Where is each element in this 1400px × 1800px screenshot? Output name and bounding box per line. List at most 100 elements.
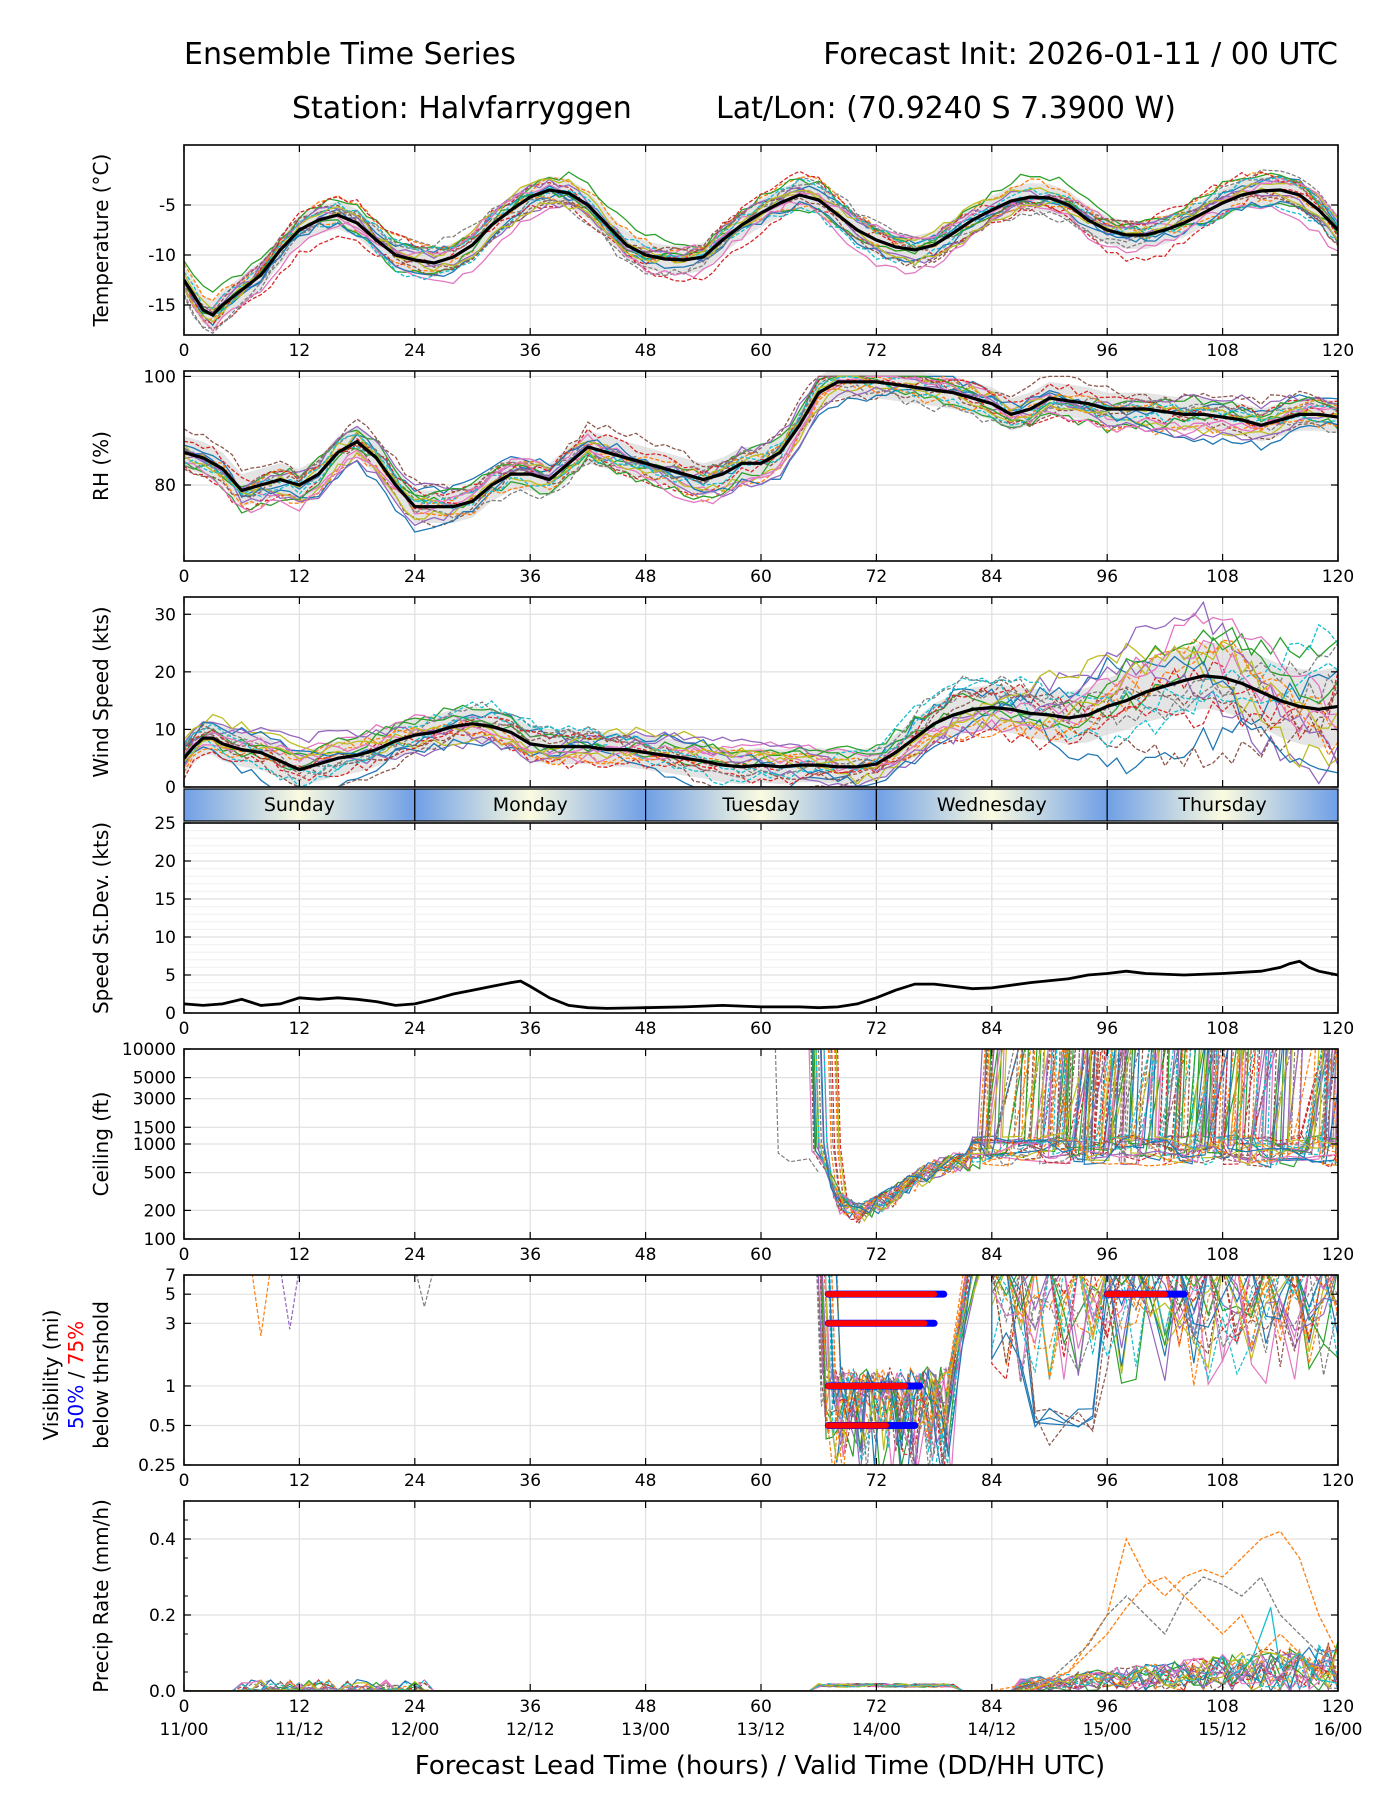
y-tick-label: 3 (165, 1314, 176, 1334)
x-tick-label: 72 (866, 1245, 888, 1265)
ensemble-group (184, 169, 1338, 334)
y-tick-label: -15 (148, 296, 176, 316)
visibility-ylabel: Visibility (mi) 50% / 75% below thrshold (39, 1301, 113, 1449)
visibility-member-line (835, 1275, 1323, 1465)
y-tick-label: 0.2 (149, 1606, 176, 1626)
x-tick-label: 96 (1096, 1471, 1118, 1491)
x-tick-label: 48 (635, 341, 657, 361)
x-tick-label: 120 (1322, 1471, 1354, 1491)
spread-band (184, 371, 1338, 523)
x-tick-label: 60 (750, 567, 772, 587)
day-band-segment (875, 788, 1108, 822)
x-tick-label: 36 (519, 1019, 541, 1039)
x-tick-label: 48 (635, 1697, 657, 1717)
x-tick-label: 0 (179, 567, 190, 587)
valid-time-label: 13/00 (621, 1720, 670, 1740)
ensemble-member-line (184, 669, 1338, 787)
y-tick-label: 5000 (133, 1069, 176, 1089)
x-tick-label: 60 (750, 1019, 772, 1039)
visibility-member-line (828, 1275, 1338, 1465)
x-tick-label: 84 (981, 1471, 1003, 1491)
ensemble-member-line (184, 600, 1338, 772)
x-tick-label: 96 (1096, 567, 1118, 587)
x-tick-label: 24 (404, 341, 426, 361)
x-tick-label: 36 (519, 567, 541, 587)
y-tick-label: 10 (154, 928, 176, 948)
x-tick-label: 72 (866, 341, 888, 361)
y-tick-label: 100 (144, 1230, 176, 1250)
x-tick-label: 96 (1096, 1245, 1118, 1265)
visibility-member-line (251, 1275, 271, 1337)
rh-panel: 0 12 24 36 48 60 72 84 96 108 120 80 100 RH (%) (89, 367, 1354, 587)
y-tick-label: 0.4 (149, 1530, 176, 1550)
x-tick-label: 0 (179, 1245, 190, 1265)
ensemble-member-line (184, 181, 1338, 332)
x-tick-label: 72 (866, 1019, 888, 1039)
ensemble-member-line (184, 375, 1338, 515)
x-tick-label: 12 (289, 1697, 311, 1717)
x-tick-label: 24 (404, 567, 426, 587)
x-tick-label: 48 (635, 1019, 657, 1039)
valid-time-label: 14/00 (852, 1720, 901, 1740)
ceiling-member-line (774, 1049, 820, 1173)
x-axis-label: Forecast Lead Time (hours) / Valid Time … (415, 1751, 1105, 1781)
x-tick-label: 12 (289, 1019, 311, 1039)
ensemble-member-line (184, 642, 1338, 782)
ensemble-mean-line (184, 188, 1338, 317)
precip-member-line (184, 1654, 1338, 1691)
precip-panel: 0 12 24 36 48 60 72 84 96 108 120 0.0 0.2 0.4 Precip R… (89, 1499, 1354, 1717)
y-tick-label: 20 (154, 852, 176, 872)
x-tick-label: 24 (404, 1697, 426, 1717)
ensemble-mean-line (184, 674, 1338, 772)
x-tick-label: 96 (1096, 1019, 1118, 1039)
ensemble-group (251, 1275, 1338, 1465)
visibility-member-line (828, 1275, 1306, 1465)
ensemble-member-line (184, 375, 1338, 508)
ceiling-member-line (823, 1049, 1338, 1210)
visibility-ylabel-sep: / (64, 1365, 88, 1384)
visibility-member-line (831, 1275, 1338, 1465)
day-label: Thursday (1177, 794, 1266, 816)
x-tick-label: 96 (1096, 341, 1118, 361)
valid-time-label: 13/12 (737, 1720, 786, 1740)
x-tick-label: 84 (981, 567, 1003, 587)
visibility-member-line (828, 1275, 1338, 1465)
visibility-member-line (816, 1275, 1338, 1465)
y-tick-label: 25 (154, 814, 176, 834)
y-tick-label: 5 (165, 1285, 176, 1305)
precip-member-line (184, 1651, 1338, 1691)
visibility-member-line (824, 1275, 1334, 1465)
y-tick-label: 20 (154, 663, 176, 683)
y-axis-label: Ceiling (ft) (89, 1092, 113, 1197)
y-tick-label: 80 (154, 476, 176, 496)
x-tick-label: 24 (404, 1019, 426, 1039)
precip-peak-member-line (184, 1530, 1338, 1691)
y-tick-label: 0.5 (149, 1416, 176, 1436)
y-tick-label: -10 (148, 246, 176, 266)
visibility-ylabel-50: 50% (64, 1385, 88, 1429)
x-tick-label: 60 (750, 341, 772, 361)
station-label: Station: Halvfarryggen (292, 91, 632, 126)
ensemble-group (184, 371, 1338, 533)
stdev-line (183, 959, 1339, 1010)
x-tick-label: 96 (1096, 1697, 1118, 1717)
ceiling-member-line (827, 1049, 1338, 1221)
ceiling-panel: 0 12 24 36 48 60 72 84 96 108 120 100 200 500 10001500… (89, 1040, 1354, 1265)
y-tick-label: 0 (165, 778, 176, 798)
title-left: Ensemble Time Series (184, 37, 516, 72)
visibility-member-line (280, 1275, 299, 1330)
valid-time-labels: 11/00 11/12 12/00 12/12 13/00 13/12 14/00 14/12… (160, 1720, 1363, 1740)
ceiling-member-line (815, 1049, 1338, 1213)
ensemble-member-line (184, 640, 1338, 769)
x-tick-label: 84 (981, 341, 1003, 361)
y-tick-label: 5 (165, 966, 176, 986)
ensemble-member-line (184, 375, 1338, 514)
y-axis-label: Temperature (°C) (89, 154, 113, 328)
ensemble-group (184, 600, 1338, 787)
y-tick-label: 15 (154, 890, 176, 910)
visibility-member-line (819, 1275, 1334, 1453)
y-tick-label: 7 (165, 1266, 176, 1286)
y-tick-label: 30 (154, 605, 176, 625)
visibility-member-line (821, 1275, 1338, 1465)
